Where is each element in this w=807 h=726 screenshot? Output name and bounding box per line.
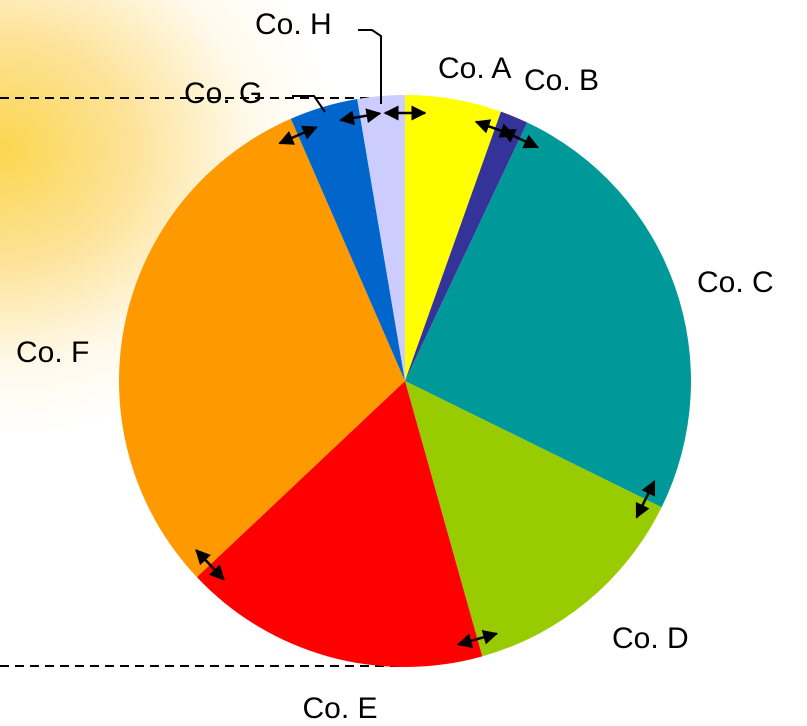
boundary-arrow-8 (338, 108, 382, 126)
slice-label-co-a: Co. A (438, 52, 511, 85)
slice-label-co-f: Co. F (16, 336, 89, 369)
pie-slice-co-c (405, 122, 691, 508)
boundary-arrow-7 (278, 125, 318, 145)
pie-slice-co-g (290, 99, 405, 382)
pie-slice-co-a (405, 95, 501, 381)
slice-label-co-g: Co. G (184, 77, 262, 110)
leader-line-co-h (358, 29, 382, 104)
slice-label-co-c: Co. C (697, 266, 774, 299)
boundary-arrow-5 (456, 630, 499, 649)
pie-slice-co-d (405, 381, 662, 657)
slice-label-co-h: Co. H (255, 8, 332, 41)
pie-slice-co-f (118, 118, 405, 578)
pie-slice-co-b (405, 111, 528, 382)
pie-slice-co-h (357, 95, 405, 381)
slice-label-co-e: Co. E (302, 692, 377, 725)
boundary-arrow-6 (195, 549, 225, 581)
boundary-arrow-4 (635, 480, 656, 519)
pie-slice-co-e (196, 381, 483, 667)
leader-line-co-g (292, 95, 326, 113)
boundary-arrow-3 (500, 129, 539, 149)
slice-label-co-d: Co. D (612, 622, 689, 655)
slice-label-co-b: Co. B (524, 64, 599, 97)
